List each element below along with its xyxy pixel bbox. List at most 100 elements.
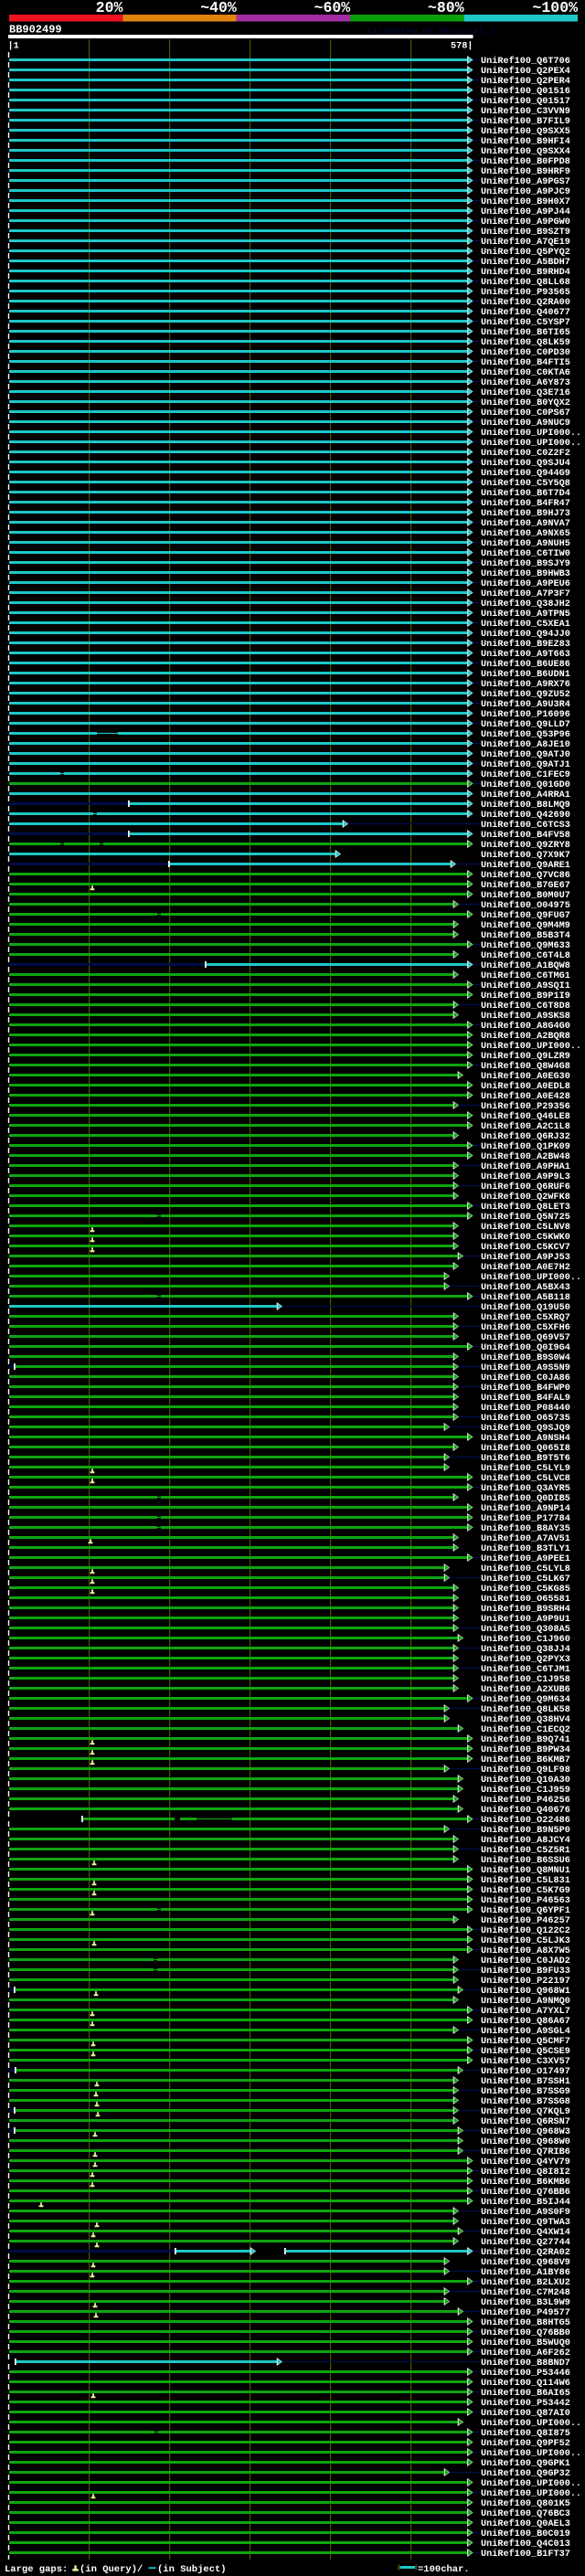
svg-text:UniRef100_Q9SXX4: UniRef100_Q9SXX4 <box>481 146 570 157</box>
svg-text:UniRef100_A9NMQ0: UniRef100_A9NMQ0 <box>481 1996 570 2007</box>
svg-text:UniRef100_B6SSU6: UniRef100_B6SSU6 <box>481 1855 570 1866</box>
svg-text:UniRef100_A2C1L8: UniRef100_A2C1L8 <box>481 1121 570 1132</box>
svg-text:UniRef100_C1J958: UniRef100_C1J958 <box>481 1674 570 1685</box>
svg-text:UniRef100_Q968W3: UniRef100_Q968W3 <box>481 2126 570 2137</box>
svg-text:UniRef100_Q5CMF7: UniRef100_Q5CMF7 <box>481 2036 570 2047</box>
svg-text:UniRef100_Q6RJ32: UniRef100_Q6RJ32 <box>481 1131 570 1142</box>
svg-text:UniRef100_B0C019: UniRef100_B0C019 <box>481 2528 570 2539</box>
svg-text:UniRef100_Q8LL68: UniRef100_Q8LL68 <box>481 277 570 288</box>
svg-text:UniRef100_B4FR47: UniRef100_B4FR47 <box>481 498 570 509</box>
svg-text:UniRef100_A9PJC9: UniRef100_A9PJC9 <box>481 186 570 197</box>
svg-text:UniRef100_B9S0W4: UniRef100_B9S0W4 <box>481 1352 570 1363</box>
svg-text:UniRef100_Q2PER4: UniRef100_Q2PER4 <box>481 76 570 87</box>
svg-text:UniRef100_Q9LF98: UniRef100_Q9LF98 <box>481 1765 570 1776</box>
svg-text:UniRef100_C5KCV7: UniRef100_C5KCV7 <box>481 1242 570 1253</box>
svg-text:UniRef100_Q8LET3: UniRef100_Q8LET3 <box>481 1202 570 1213</box>
svg-text:UniRef100_P46257: UniRef100_P46257 <box>481 1915 570 1926</box>
svg-text:UniRef100_Q94JJ0: UniRef100_Q94JJ0 <box>481 629 570 640</box>
svg-text:UniRef100_B7GE67: UniRef100_B7GE67 <box>481 880 570 891</box>
svg-text:UniRef100_A4RRA1: UniRef100_A4RRA1 <box>481 790 570 800</box>
svg-text:UniRef100_UPI000..: UniRef100_UPI000.. <box>481 1272 581 1283</box>
svg-text:UniRef100_B9PW34: UniRef100_B9PW34 <box>481 1744 570 1755</box>
svg-text:UniRef100_C5KWK0: UniRef100_C5KWK0 <box>481 1232 570 1243</box>
svg-text:UniRef100_C0PD30: UniRef100_C0PD30 <box>481 347 570 358</box>
svg-text:UniRef100_P53446: UniRef100_P53446 <box>481 2368 570 2379</box>
svg-text:UniRef100_Q2PYX3: UniRef100_Q2PYX3 <box>481 1654 570 1665</box>
svg-text:~60%: ~60% <box>314 0 351 16</box>
svg-text:UniRef100_B4FTI5: UniRef100_B4FTI5 <box>481 357 570 368</box>
svg-text:UniRef100_Q8LK59: UniRef100_Q8LK59 <box>481 337 570 348</box>
svg-text:UniRef100_Q87AI0: UniRef100_Q87AI0 <box>481 2408 570 2419</box>
svg-text:UniRef100_B6AI65: UniRef100_B6AI65 <box>481 2388 570 2399</box>
svg-text:=100char.: =100char. <box>418 2564 470 2575</box>
svg-text:UniRef100_Q9GPK1: UniRef100_Q9GPK1 <box>481 2458 570 2469</box>
svg-text:UniRef100_A9PGW0: UniRef100_A9PGW0 <box>481 217 570 228</box>
svg-text:UniRef100_A0EG30: UniRef100_A0EG30 <box>481 1071 570 1082</box>
svg-text:UniRef100_B2LXU2: UniRef100_B2LXU2 <box>481 2277 570 2288</box>
svg-text:UniRef100_Q114W6: UniRef100_Q114W6 <box>481 2378 570 2389</box>
svg-text:UniRef100_UPI000..: UniRef100_UPI000.. <box>481 428 581 439</box>
svg-text:UniRef100_B9H0X7: UniRef100_B9H0X7 <box>481 196 570 207</box>
svg-text:UniRef100_A9NX65: UniRef100_A9NX65 <box>481 528 570 539</box>
svg-text:UniRef100_C5XRQ7: UniRef100_C5XRQ7 <box>481 1312 570 1323</box>
svg-text:UniRef100_Q7RIB6: UniRef100_Q7RIB6 <box>481 2147 570 2157</box>
svg-text:UniRef100_B9HJ73: UniRef100_B9HJ73 <box>481 508 570 519</box>
svg-text:UniRef100_Q3AYR5: UniRef100_Q3AYR5 <box>481 1483 570 1494</box>
svg-text:UniRef100_A8X7W5: UniRef100_A8X7W5 <box>481 1945 570 1956</box>
svg-text:UniRef100_P29356: UniRef100_P29356 <box>481 1101 570 1112</box>
svg-text:UniRef100_Q9ZRY8: UniRef100_Q9ZRY8 <box>481 840 570 851</box>
svg-text:UniRef100_B9P1I9: UniRef100_B9P1I9 <box>481 991 570 1002</box>
svg-text:UniRef100_A5BX43: UniRef100_A5BX43 <box>481 1282 570 1293</box>
svg-text:UniRef100_Q308A5: UniRef100_Q308A5 <box>481 1624 570 1635</box>
svg-text:UniRef100_A7P3F7: UniRef100_A7P3F7 <box>481 588 570 599</box>
svg-text:UniRef100_C5LJK3: UniRef100_C5LJK3 <box>481 1935 570 1946</box>
svg-text:UniRef100_C5LK67: UniRef100_C5LK67 <box>481 1574 570 1585</box>
svg-text:UniRef100_Q01516: UniRef100_Q01516 <box>481 86 570 97</box>
svg-text:UniRef100_Q8I875: UniRef100_Q8I875 <box>481 2428 570 2439</box>
svg-text:UniRef100_A5B118: UniRef100_A5B118 <box>481 1292 570 1303</box>
svg-text:UniRef100_C5Y5Q8: UniRef100_C5Y5Q8 <box>481 478 570 489</box>
svg-text:UniRef100_A9SGL4: UniRef100_A9SGL4 <box>481 2026 570 2037</box>
svg-text:UniRef100_C1ECQ2: UniRef100_C1ECQ2 <box>481 1724 570 1735</box>
svg-text:UniRef100_Q42690: UniRef100_Q42690 <box>481 810 570 821</box>
svg-text:UniRef100_C5L831: UniRef100_C5L831 <box>481 1875 570 1886</box>
svg-text:UniRef100_A1BY86: UniRef100_A1BY86 <box>481 2267 570 2278</box>
svg-text:UniRef100_UPI000..: UniRef100_UPI000.. <box>481 1041 581 1052</box>
svg-text:UniRef100_B9Q741: UniRef100_B9Q741 <box>481 1734 570 1745</box>
svg-text:UniRef100_Q4XW14: UniRef100_Q4XW14 <box>481 2227 570 2238</box>
svg-text:UniRef100_Q9FUG7: UniRef100_Q9FUG7 <box>481 910 570 921</box>
svg-text:UniRef100_B5IJ44: UniRef100_B5IJ44 <box>481 2197 570 2208</box>
svg-text:UniRef100_Q19U50: UniRef100_Q19U50 <box>481 1302 570 1313</box>
svg-text:UniRef100_Q4C013: UniRef100_Q4C013 <box>481 2539 570 2549</box>
svg-text:UniRef100_A5BDH7: UniRef100_A5BDH7 <box>481 257 570 268</box>
svg-text:UniRef100_Q69V57: UniRef100_Q69V57 <box>481 1332 570 1343</box>
svg-text:UniRef100_P16096: UniRef100_P16096 <box>481 709 570 720</box>
svg-text:UniRef100_C6TCS3: UniRef100_C6TCS3 <box>481 820 570 831</box>
svg-text:UniRef100_Q6T706: UniRef100_Q6T706 <box>481 56 570 67</box>
svg-text:UniRef100_P08440: UniRef100_P08440 <box>481 1403 570 1414</box>
svg-text:UniRef100_P53442: UniRef100_P53442 <box>481 2398 570 2409</box>
svg-text:UniRef100_A7YXL7: UniRef100_A7YXL7 <box>481 2006 570 2017</box>
svg-text:UniRef100_A9PEE1: UniRef100_A9PEE1 <box>481 1553 570 1564</box>
svg-text:UniRef100_B8LMQ9: UniRef100_B8LMQ9 <box>481 800 570 811</box>
svg-text:UniRef100_O04975: UniRef100_O04975 <box>481 900 570 911</box>
svg-text:UniRef100_A9PHA1: UniRef100_A9PHA1 <box>481 1161 570 1172</box>
svg-text:UniRef100_A9NUC9: UniRef100_A9NUC9 <box>481 418 570 429</box>
svg-text:UniRef100_B1FT37: UniRef100_B1FT37 <box>481 2549 570 2560</box>
svg-text:UniRef100_Q968V9: UniRef100_Q968V9 <box>481 2257 570 2268</box>
svg-text:UniRef100_A1BQW8: UniRef100_A1BQW8 <box>481 960 570 971</box>
svg-text:UniRef100_B0M0U7: UniRef100_B0M0U7 <box>481 890 570 901</box>
svg-text:UniRef100_C5XEA1: UniRef100_C5XEA1 <box>481 619 570 630</box>
svg-text:UniRef100_B9HRF9: UniRef100_B9HRF9 <box>481 166 570 177</box>
svg-text:UniRef100_C0KTA6: UniRef100_C0KTA6 <box>481 367 570 378</box>
svg-text:UniRef100_UPI000..: UniRef100_UPI000.. <box>481 438 581 449</box>
svg-text:UniRef100_Q7KQL9: UniRef100_Q7KQL9 <box>481 2106 570 2117</box>
svg-text:UniRef100_Q9GP32: UniRef100_Q9GP32 <box>481 2468 570 2479</box>
svg-text:UniRef100_A9PJ53: UniRef100_A9PJ53 <box>481 1252 570 1263</box>
svg-text:UniRef100_O17497: UniRef100_O17497 <box>481 2066 570 2077</box>
svg-text:UniRef100_C1J960: UniRef100_C1J960 <box>481 1634 570 1645</box>
svg-text:UniRef100_C6TJM1: UniRef100_C6TJM1 <box>481 1664 570 1675</box>
svg-text:UniRef100_Q7X9K7: UniRef100_Q7X9K7 <box>481 850 570 861</box>
svg-text:UniRef100_Q9TWA3: UniRef100_Q9TWA3 <box>481 2217 570 2228</box>
svg-text:UniRef100_C0JA86: UniRef100_C0JA86 <box>481 1373 570 1383</box>
